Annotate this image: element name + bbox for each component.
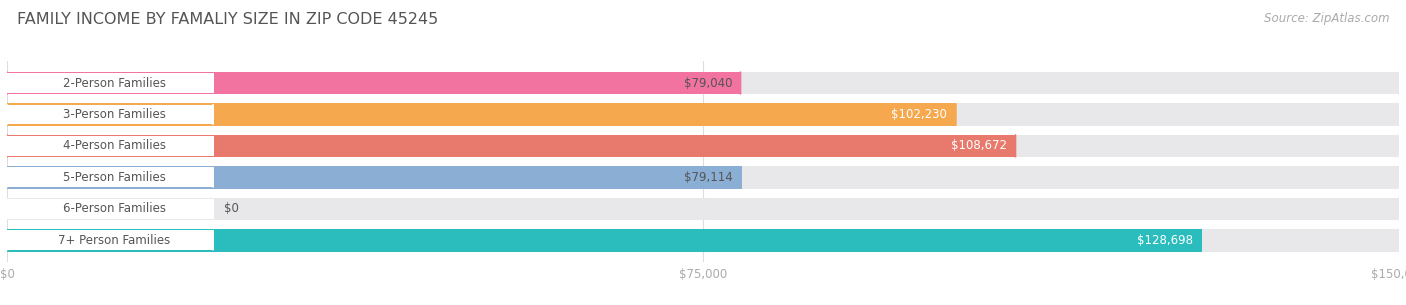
Text: 4-Person Families: 4-Person Families xyxy=(63,139,166,152)
Text: $102,230: $102,230 xyxy=(891,108,948,121)
Text: FAMILY INCOME BY FAMALIY SIZE IN ZIP CODE 45245: FAMILY INCOME BY FAMALIY SIZE IN ZIP COD… xyxy=(17,12,439,27)
Bar xyxy=(7,72,741,94)
Bar xyxy=(7,136,214,156)
Bar xyxy=(7,135,1015,157)
Bar xyxy=(7,198,1399,220)
Text: $108,672: $108,672 xyxy=(950,139,1007,152)
Text: 6-Person Families: 6-Person Families xyxy=(63,202,166,215)
Bar xyxy=(7,135,1399,157)
Text: 2-Person Families: 2-Person Families xyxy=(63,77,166,89)
Bar xyxy=(7,230,214,250)
Text: 7+ Person Families: 7+ Person Families xyxy=(58,234,170,247)
Bar xyxy=(7,199,214,219)
Bar xyxy=(7,229,1399,252)
Text: $128,698: $128,698 xyxy=(1137,234,1192,247)
Bar xyxy=(7,73,214,93)
Text: 3-Person Families: 3-Person Families xyxy=(63,108,166,121)
Text: $0: $0 xyxy=(224,202,239,215)
Text: Source: ZipAtlas.com: Source: ZipAtlas.com xyxy=(1264,12,1389,25)
Bar xyxy=(7,166,741,189)
Bar xyxy=(7,229,1201,252)
Bar xyxy=(7,166,1399,189)
Bar xyxy=(7,72,1399,94)
Bar xyxy=(7,167,214,187)
Text: $79,040: $79,040 xyxy=(683,77,733,89)
Text: $79,114: $79,114 xyxy=(685,171,733,184)
Text: 5-Person Families: 5-Person Families xyxy=(63,171,166,184)
Bar xyxy=(7,103,1399,126)
Bar xyxy=(7,103,956,126)
Bar xyxy=(7,105,214,124)
